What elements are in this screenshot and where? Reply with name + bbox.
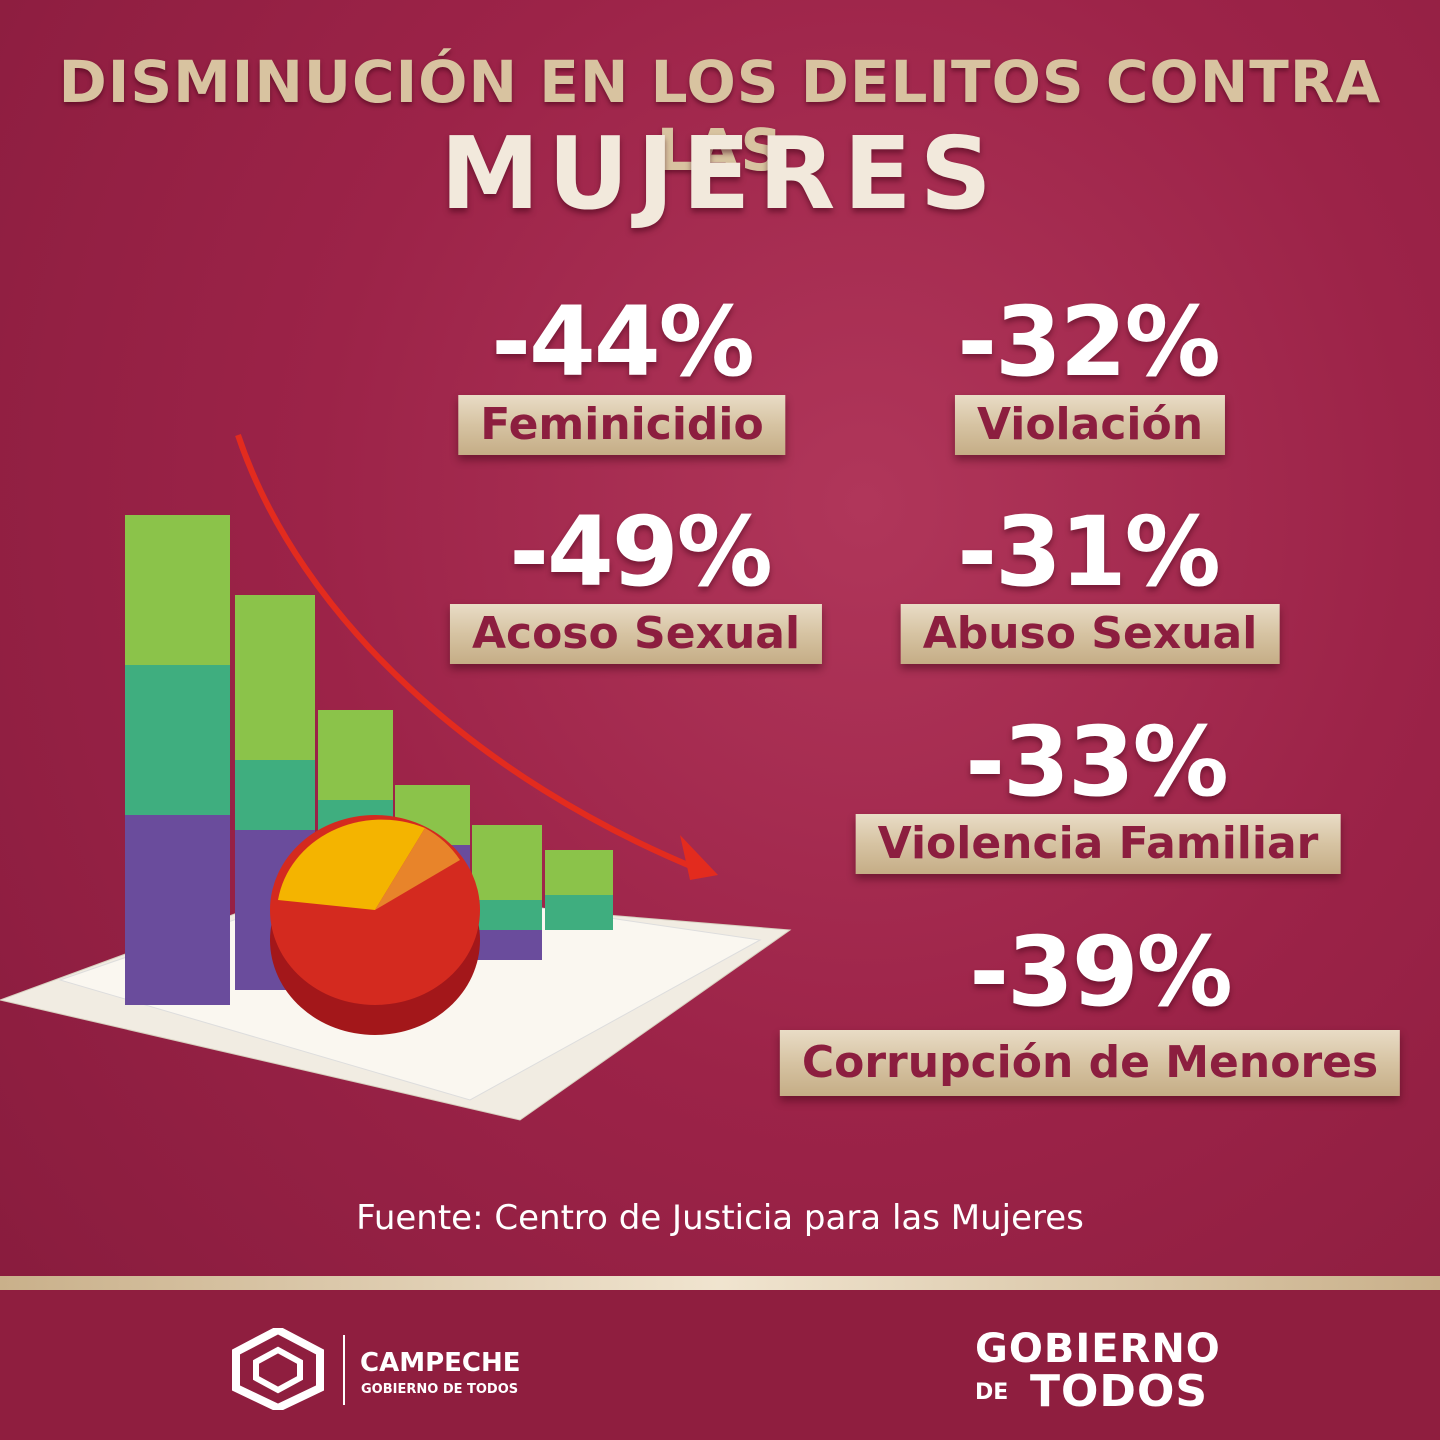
stat-label: Violación [954, 395, 1226, 455]
stat-value: -44% [491, 286, 755, 398]
campeche-name: CAMPECHE [360, 1348, 521, 1378]
stat-value: -33% [965, 706, 1229, 818]
logo-separator [343, 1335, 345, 1405]
gobierno-todos: TODOS [1030, 1366, 1209, 1417]
gobierno-de: DE [975, 1380, 1009, 1405]
stat-label: Abuso Sexual [900, 604, 1280, 664]
campeche-logo [232, 1328, 324, 1410]
gobierno-line1: GOBIERNO [975, 1326, 1221, 1372]
campeche-tagline: GOBIERNO DE TODOS [361, 1382, 519, 1397]
stat-label: Acoso Sexual [449, 604, 823, 664]
footer: CAMPECHE GOBIERNO DE TODOS GOBIERNO DE T… [0, 1290, 1440, 1440]
stat-label: Corrupción de Menores [779, 1030, 1401, 1096]
stat-label: Violencia Familiar [855, 814, 1341, 874]
stat-label: Feminicidio [458, 395, 786, 455]
title: DISMINUCIÓN EN LOS DELITOS CONTRA LAS [58, 48, 1382, 184]
stat-value: -49% [509, 496, 773, 608]
divider [0, 1276, 1440, 1290]
subtitle: MUJERES [440, 115, 1000, 232]
chart-illustration [0, 434, 792, 1121]
stat-value: -32% [957, 286, 1221, 398]
stat-value: -31% [957, 496, 1221, 608]
stat-value: -39% [969, 916, 1233, 1028]
source: Fuente: Centro de Justicia para las Muje… [356, 1198, 1084, 1238]
